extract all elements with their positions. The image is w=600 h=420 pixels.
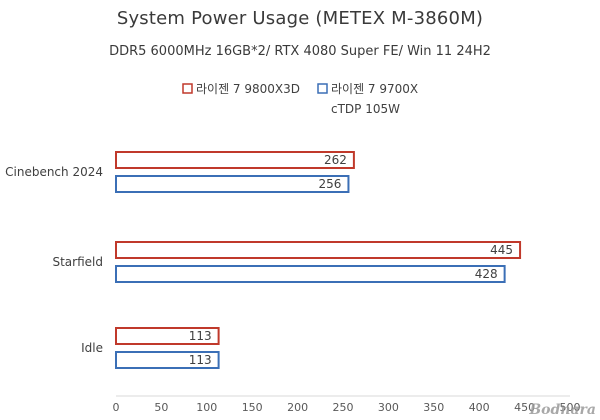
x-tick-label-1: 50 bbox=[154, 401, 168, 414]
data-label-0-0: 262 bbox=[324, 153, 347, 167]
x-tick-label-6: 300 bbox=[378, 401, 399, 414]
data-label-0-1: 256 bbox=[319, 177, 342, 191]
bar-1-0 bbox=[115, 241, 522, 259]
data-label-1-0: 445 bbox=[490, 243, 513, 257]
x-axis: 0 50 100 150 200 250 300 350 400 450 500 bbox=[113, 395, 581, 414]
x-tick-label-3: 150 bbox=[242, 401, 263, 414]
bars-group: Cinebench 2024 262 256 Starfield 445 428 Idle 1… bbox=[5, 151, 522, 369]
legend-swatch-series-2 bbox=[317, 83, 328, 94]
bar-0-1 bbox=[115, 175, 350, 193]
chart-title: System Power Usage (METEX M-3860M) bbox=[116, 8, 484, 29]
x-tick-label-9: 450 bbox=[514, 401, 535, 414]
bar-1-1 bbox=[115, 265, 506, 283]
legend-label-series-2: 라이젠 7 9700X bbox=[331, 82, 418, 96]
legend-label-series-1: 라이젠 7 9800X3D bbox=[196, 82, 300, 96]
x-tick-label-0: 0 bbox=[113, 401, 120, 414]
category-label-1: Starfield bbox=[52, 255, 103, 269]
bar-0-0 bbox=[115, 151, 355, 169]
legend-swatch-series-1 bbox=[182, 83, 193, 94]
x-tick-label-10: 500 bbox=[560, 401, 581, 414]
category-label-2: Idle bbox=[81, 341, 103, 355]
legend: 라이젠 7 9800X3D 라이젠 7 9700X cTDP 105W bbox=[182, 82, 418, 116]
bar-2-1 bbox=[115, 351, 220, 369]
x-tick-label-5: 250 bbox=[333, 401, 354, 414]
x-tick-label-4: 200 bbox=[287, 401, 308, 414]
x-tick-label-8: 400 bbox=[469, 401, 490, 414]
x-tick-label-7: 350 bbox=[423, 401, 444, 414]
data-label-2-0: 113 bbox=[189, 329, 212, 343]
data-label-1-1: 428 bbox=[475, 267, 498, 281]
x-tick-label-2: 100 bbox=[196, 401, 217, 414]
watermark-logo: Bodnara bbox=[529, 402, 596, 418]
data-label-2-1: 113 bbox=[189, 353, 212, 367]
chart-subtitle: DDR5 6000MHz 16GB*2/ RTX 4080 Super FE/ … bbox=[109, 44, 491, 59]
category-label-0: Cinebench 2024 bbox=[5, 165, 103, 179]
legend-note-series-2: cTDP 105W bbox=[331, 102, 400, 116]
bar-2-0 bbox=[115, 327, 220, 345]
